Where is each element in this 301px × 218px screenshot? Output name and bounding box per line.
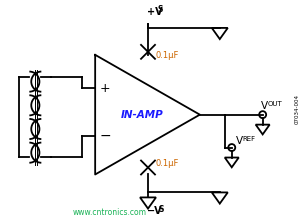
Text: +: +: [100, 82, 110, 95]
Text: 0.1µF: 0.1µF: [156, 51, 179, 60]
Text: www.cntronics.com: www.cntronics.com: [72, 208, 146, 217]
Text: −: −: [99, 129, 111, 143]
Text: OUT: OUT: [268, 101, 282, 107]
Text: +V: +V: [147, 7, 163, 17]
Text: S: S: [158, 5, 163, 14]
Text: S: S: [159, 205, 164, 214]
Text: 0.1µF: 0.1µF: [156, 159, 179, 168]
Text: 07034-004: 07034-004: [295, 94, 300, 124]
Text: −V: −V: [147, 206, 163, 216]
Text: V: V: [236, 136, 243, 146]
Text: V: V: [261, 101, 268, 111]
Text: IN-AMP: IN-AMP: [121, 110, 164, 120]
Text: REF: REF: [243, 136, 256, 141]
